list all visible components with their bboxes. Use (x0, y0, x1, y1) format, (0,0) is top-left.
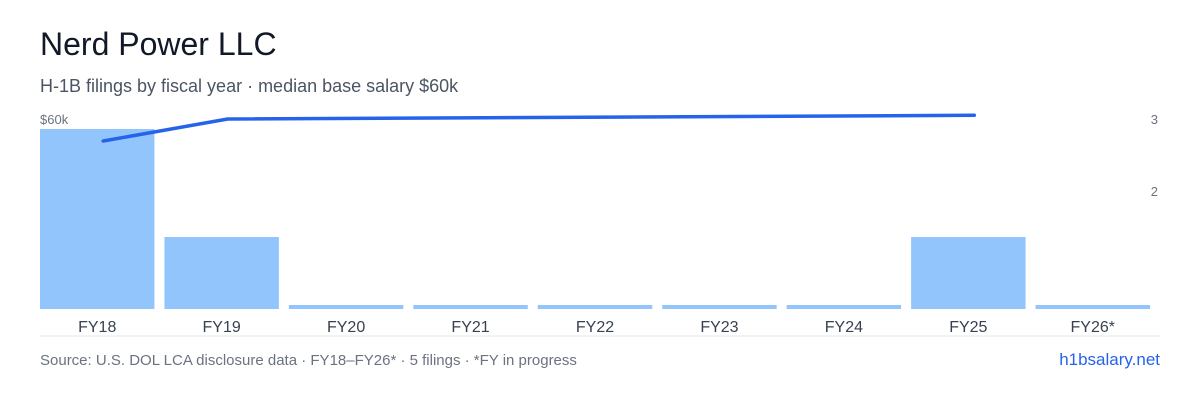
bar-fy19 (164, 237, 279, 309)
bar-series (40, 129, 1150, 309)
median-salary-line (101, 113, 977, 143)
x-tick-label: FY20 (327, 319, 365, 336)
x-tick-label: FY26* (1071, 319, 1115, 336)
x-axis-labels: FY18 FY19 FY20 FY21 FY22 FY23 FY24 FY25 FY26* (78, 319, 1115, 336)
x-tick-label: FY24 (825, 319, 863, 336)
left-axis-tick-label: $60k (40, 112, 69, 127)
source-note: Source: U.S. DOL LCA disclosure data · F… (40, 352, 577, 369)
chart-title: Nerd Power LLC (40, 26, 277, 62)
bar-fy22 (537, 305, 653, 309)
x-tick-label: FY21 (451, 319, 489, 336)
bar-fy21 (413, 305, 528, 309)
salary-line-series (101, 113, 977, 143)
bar-fy23 (662, 305, 777, 309)
axes: $60k 3 2 (40, 112, 1160, 337)
x-tick-label: FY25 (949, 319, 987, 336)
right-axis-tick-label: 3 (1151, 112, 1158, 127)
bar-fy26 (1035, 305, 1150, 309)
bar-fy20 (288, 305, 404, 309)
bar-fy24 (786, 305, 902, 309)
x-tick-label: FY19 (203, 319, 241, 336)
x-tick-label: FY23 (700, 319, 738, 336)
right-axis-tick-label: 2 (1151, 184, 1158, 199)
bar-fy25 (911, 237, 1026, 309)
chart-subtitle: H-1B filings by fiscal year · median bas… (40, 76, 459, 96)
x-tick-label: FY22 (576, 319, 614, 336)
x-tick-label: FY18 (78, 319, 116, 336)
brand-link[interactable]: h1bsalary.net (1059, 350, 1160, 369)
bar-fy18 (40, 129, 155, 309)
